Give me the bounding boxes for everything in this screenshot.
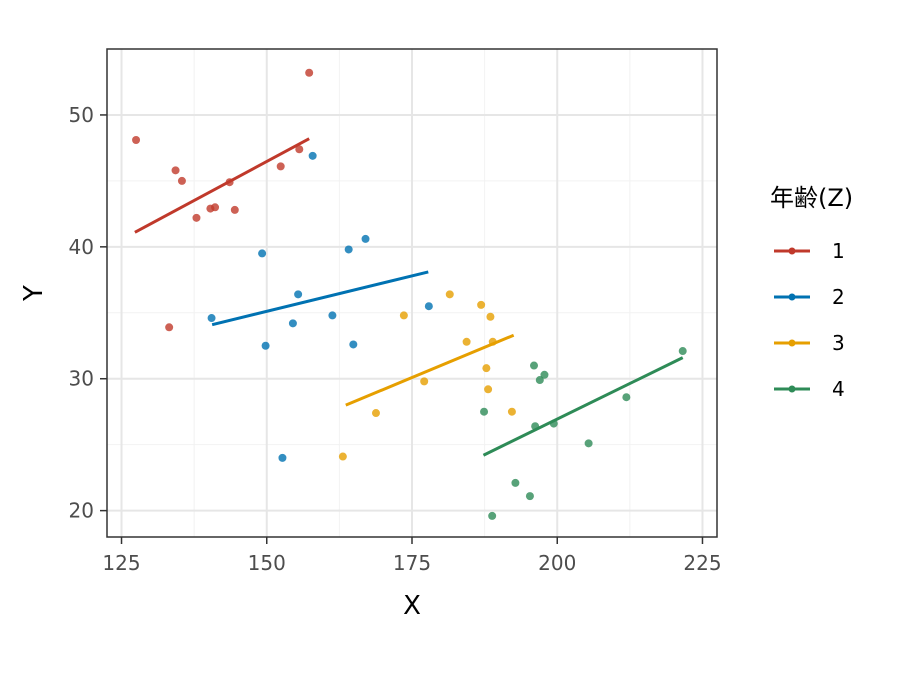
data-point [622,393,631,402]
plot-panel [106,48,718,538]
legend-key-point [788,247,796,255]
legend-title: 年齢(Z) [770,184,853,212]
data-point [211,203,220,212]
data-point [486,312,495,321]
data-point [525,492,534,501]
data-point [276,162,285,171]
data-point [530,361,538,370]
series-group [480,347,687,520]
fit-line [482,356,684,457]
fit-line [345,333,515,407]
data-point [462,337,471,346]
legend-item: 2 [774,285,845,309]
data-point [192,213,201,222]
y-axis-title: Y [19,285,49,302]
x-tick-label: 225 [683,551,721,575]
data-point [540,370,549,379]
data-point [371,409,380,418]
data-point [678,347,687,356]
data-point [507,407,516,416]
legend-key-point [788,339,796,347]
y-tick-label: 40 [69,235,94,259]
data-point [278,453,287,462]
data-point [207,314,216,323]
data-point [258,249,267,258]
legend-item: 4 [774,377,845,401]
data-point [349,340,358,349]
data-point [171,166,180,175]
data-point [294,290,303,299]
data-point [488,511,497,520]
data-point [165,323,174,332]
data-point [295,145,304,154]
y-axis: 20 30 40 50 [69,103,107,523]
data-point [361,234,370,243]
series-group [207,151,433,462]
fit-line [134,137,310,234]
data-point [305,68,314,77]
y-tick-label: 30 [69,367,94,391]
data-point [230,205,239,214]
legend-item: 3 [774,331,845,355]
data-point [477,300,486,309]
legend-item: 1 [774,239,845,263]
data-point [177,176,186,185]
fit-line [211,270,429,327]
data-point [132,136,141,145]
data-point [445,290,454,299]
data-point [424,302,433,311]
x-tick-label: 200 [538,551,576,575]
legend-key-point [788,385,796,393]
series-group [132,68,314,332]
data-point [308,151,317,160]
data-point [480,407,489,416]
legend-label: 4 [832,377,845,401]
x-tick-label: 150 [248,551,286,575]
legend-key-point [788,293,796,301]
x-tick-label: 175 [393,551,431,575]
data-point [344,245,353,254]
y-tick-label: 20 [69,499,94,523]
legend-items: 1 2 3 4 [774,239,845,401]
legend-label: 3 [832,331,845,355]
legend: 年齢(Z) 1 2 3 4 [770,184,853,401]
data-point [338,452,347,461]
data-point [535,376,544,385]
data-point [328,311,337,320]
data-point [420,377,429,386]
legend-label: 1 [832,239,845,263]
x-axis: 125 150 175 200 225 [102,537,722,575]
legend-label: 2 [832,285,845,309]
data-point [511,478,520,487]
data-point [288,319,297,328]
data-point [584,439,593,448]
data-point [484,385,493,394]
data-point [399,311,408,320]
series-group [338,290,516,461]
data-point [261,341,270,350]
data-point [482,364,491,373]
x-axis-title: X [403,591,421,621]
series-layer [132,68,687,520]
x-tick-label: 125 [102,551,140,575]
y-tick-label: 50 [69,103,94,127]
